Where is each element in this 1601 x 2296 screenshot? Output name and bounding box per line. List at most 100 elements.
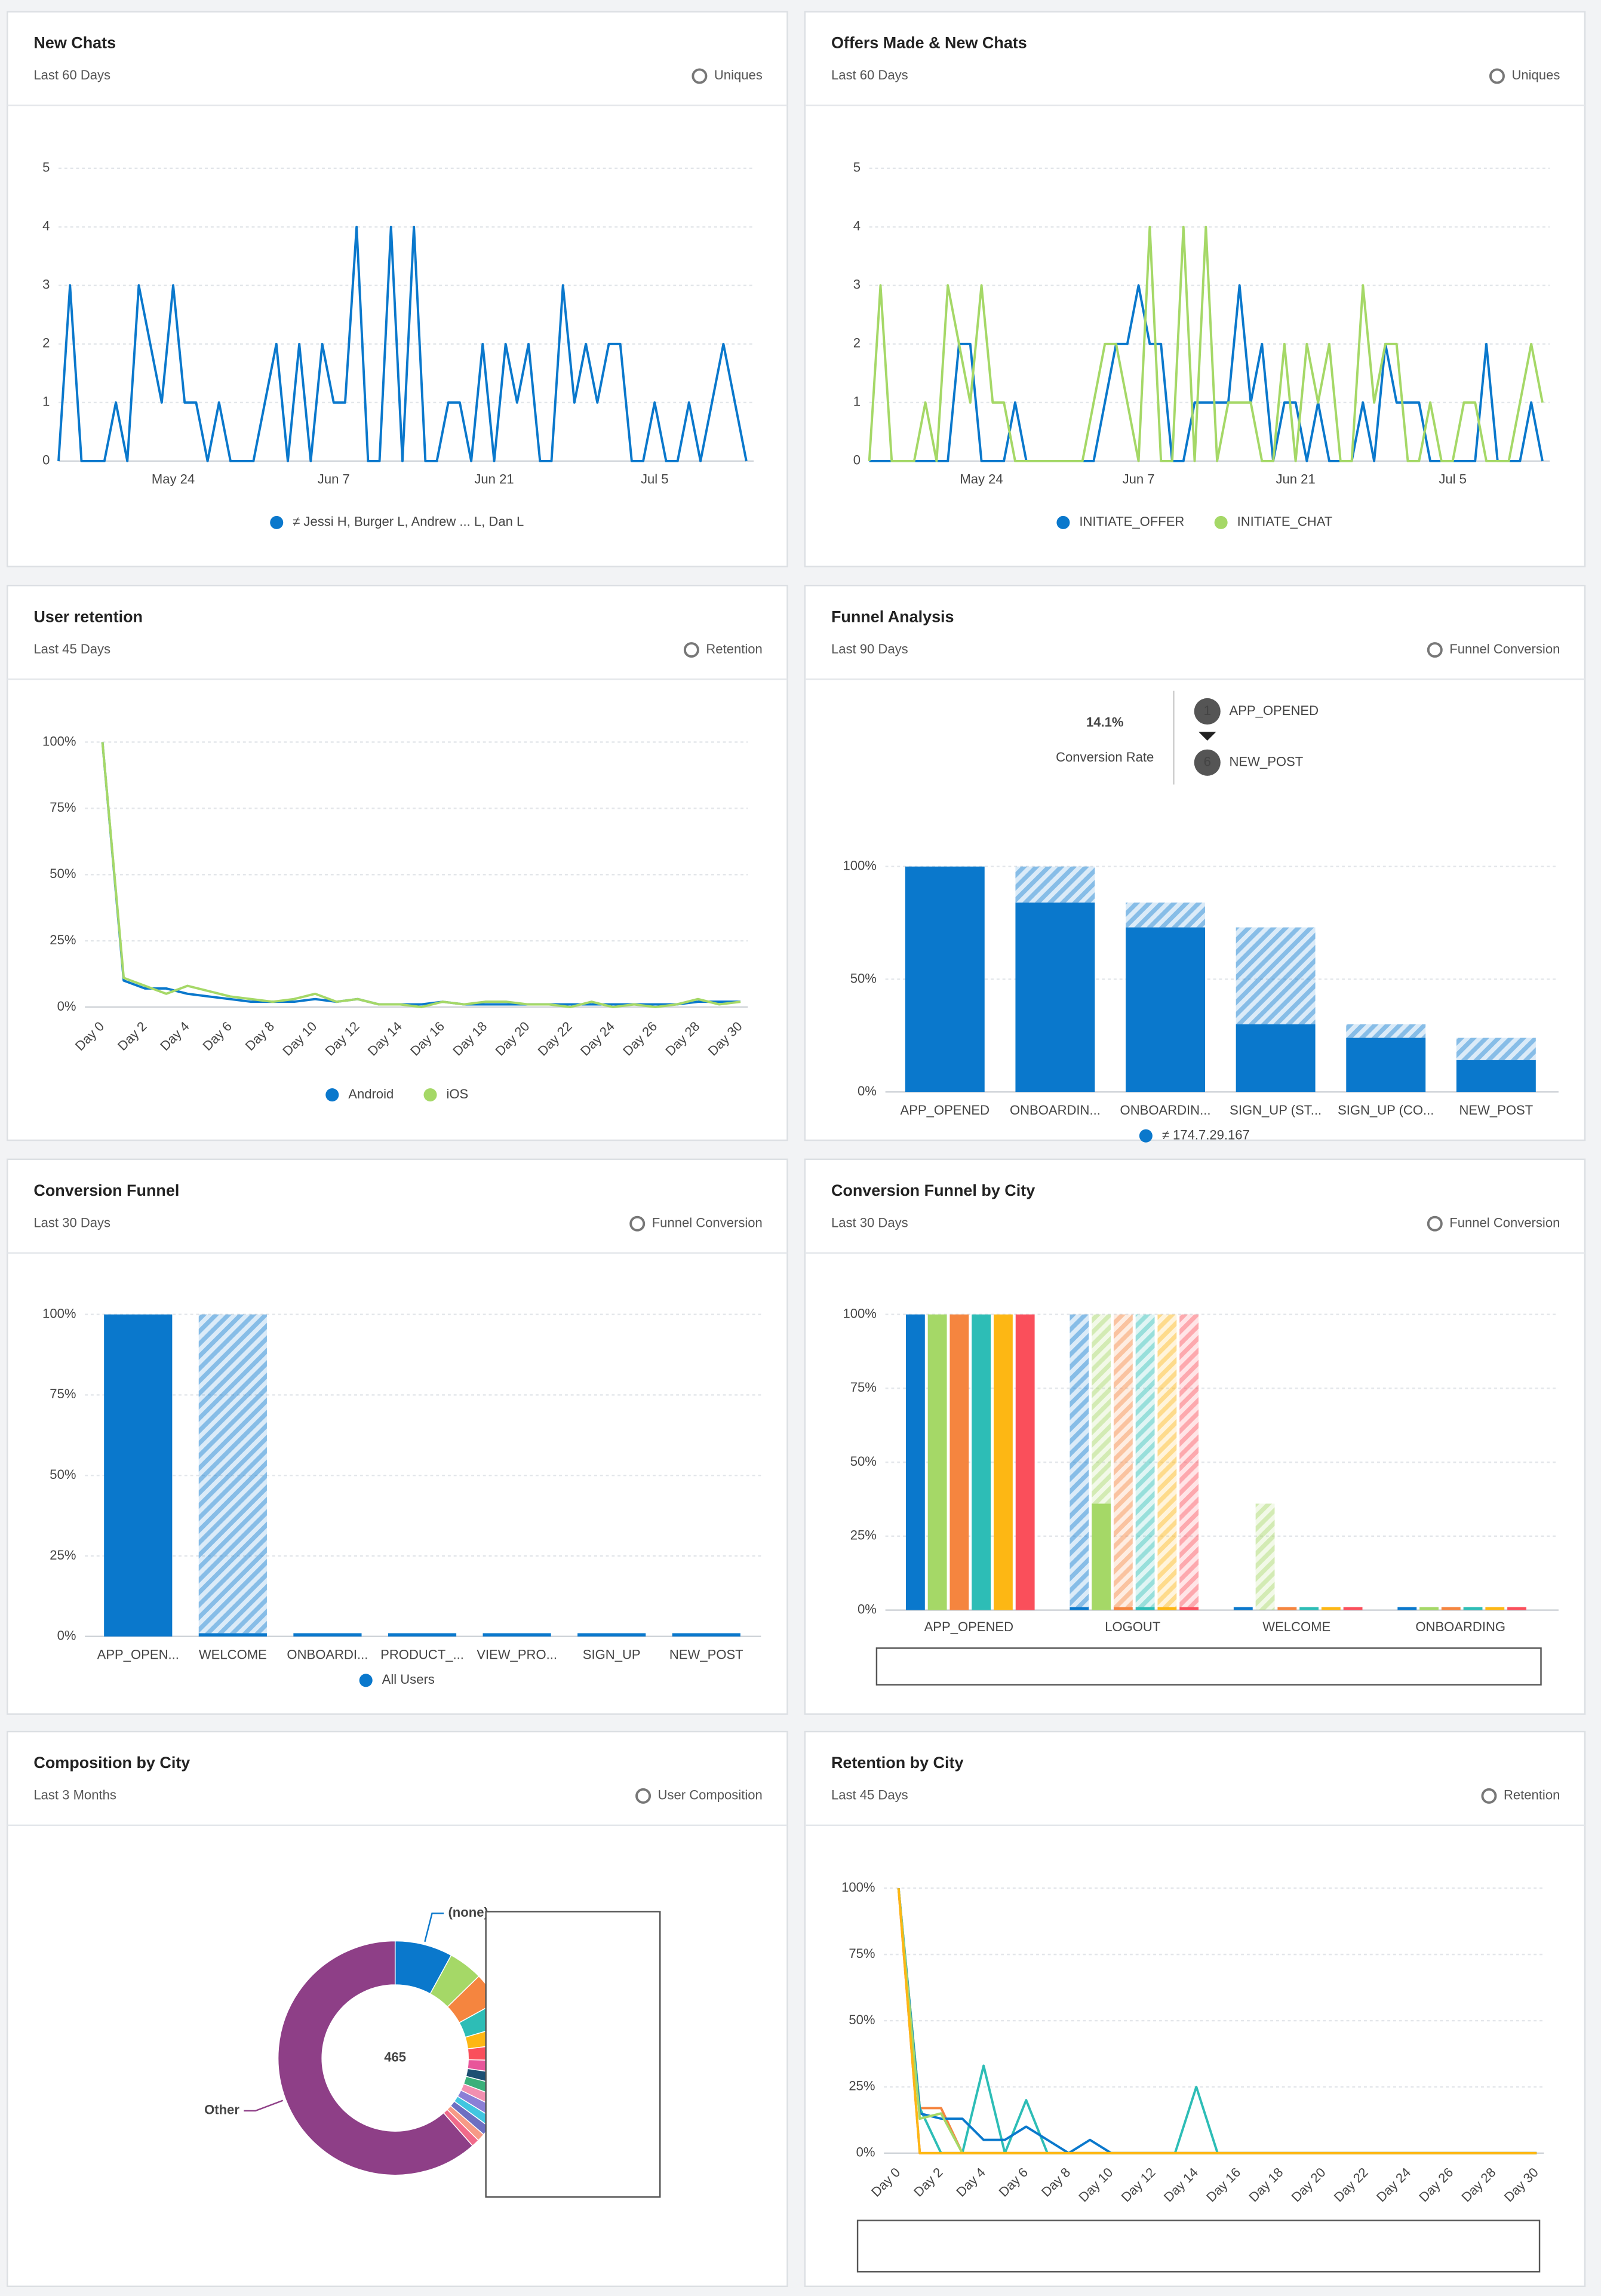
bar bbox=[1113, 1607, 1133, 1610]
bar bbox=[1179, 1607, 1199, 1610]
x-tick-label: Jun 21 bbox=[474, 472, 514, 487]
x-tick-label: Jun 21 bbox=[1276, 472, 1316, 487]
y-tick-label: 75% bbox=[50, 1386, 76, 1401]
bar bbox=[672, 1633, 740, 1637]
bar bbox=[1346, 1038, 1426, 1092]
legend-marker bbox=[325, 1088, 339, 1102]
series-line bbox=[868, 225, 1544, 462]
bar bbox=[1441, 1607, 1461, 1610]
y-tick-label: 25% bbox=[50, 932, 76, 947]
card-subtitle: Last 60 Days bbox=[831, 67, 908, 82]
step-number: 1 bbox=[1204, 703, 1211, 718]
bar bbox=[1157, 1607, 1177, 1610]
x-tick-label: SIGN_UP bbox=[583, 1647, 641, 1662]
card bbox=[7, 585, 788, 1141]
y-tick-label: 50% bbox=[849, 2012, 875, 2027]
y-tick-label: 25% bbox=[50, 1548, 76, 1563]
dropoff-bar bbox=[1236, 927, 1316, 1024]
x-tick-label: VIEW_PRO... bbox=[477, 1647, 557, 1662]
bar bbox=[1485, 1607, 1505, 1610]
badge-icon bbox=[635, 1788, 652, 1804]
bar bbox=[1277, 1607, 1297, 1610]
x-tick-label: WELCOME bbox=[1262, 1619, 1330, 1634]
series-line bbox=[57, 225, 748, 462]
y-tick-label: 3 bbox=[853, 277, 861, 292]
bar bbox=[483, 1633, 551, 1637]
y-tick-label: 5 bbox=[42, 160, 50, 175]
step-arrow bbox=[1199, 732, 1216, 741]
x-tick-label: ONBOARDI... bbox=[287, 1647, 368, 1662]
y-tick-label: 0% bbox=[858, 1601, 877, 1616]
legend-marker bbox=[1056, 515, 1070, 529]
leader-line bbox=[244, 2099, 284, 2112]
card-title: Offers Made & New Chats bbox=[831, 34, 1027, 52]
x-tick-label: Jun 7 bbox=[1123, 472, 1155, 487]
y-tick-label: 1 bbox=[42, 394, 50, 409]
card-title: Composition by City bbox=[33, 1754, 190, 1772]
bar bbox=[905, 1314, 925, 1610]
series-line bbox=[897, 1888, 1537, 2154]
legend-marker bbox=[270, 515, 284, 529]
donut-slice bbox=[277, 1940, 474, 2176]
bar bbox=[1321, 1607, 1341, 1610]
bar bbox=[577, 1633, 646, 1637]
x-tick-label: May 24 bbox=[152, 472, 195, 487]
y-tick-label: 0% bbox=[858, 1083, 877, 1098]
bar bbox=[1456, 1060, 1536, 1092]
bar bbox=[1233, 1607, 1253, 1610]
y-tick-label: 0 bbox=[853, 453, 861, 468]
dropoff-bar bbox=[198, 1314, 267, 1634]
y-tick-label: 0% bbox=[57, 1628, 76, 1643]
dropoff-bar bbox=[1179, 1314, 1199, 1607]
x-tick-label: Jul 5 bbox=[641, 472, 669, 487]
y-tick-label: 3 bbox=[42, 277, 50, 292]
bar bbox=[1299, 1607, 1319, 1610]
step-name: NEW_POST bbox=[1230, 754, 1304, 769]
x-tick-label: SIGN_UP (CO... bbox=[1338, 1103, 1434, 1118]
x-tick-label: ONBOARDIN... bbox=[1120, 1103, 1211, 1118]
x-tick-label: May 24 bbox=[960, 472, 1003, 487]
y-tick-label: 50% bbox=[50, 866, 76, 881]
legend-label: iOS bbox=[446, 1086, 468, 1101]
badge-icon bbox=[1427, 1215, 1443, 1232]
card-subtitle: Last 90 Days bbox=[831, 641, 908, 656]
step-name: APP_OPENED bbox=[1230, 703, 1319, 718]
bar bbox=[1463, 1607, 1483, 1610]
card-badge: Retention bbox=[1504, 1788, 1560, 1803]
legend-label: INITIATE_CHAT bbox=[1237, 514, 1333, 529]
dropoff-bar bbox=[1255, 1503, 1275, 1610]
dropoff-bar bbox=[1346, 1024, 1426, 1038]
dropoff-bar bbox=[1126, 903, 1205, 928]
bar bbox=[1507, 1607, 1526, 1610]
y-tick-label: 50% bbox=[50, 1467, 76, 1482]
dropoff-bar bbox=[1157, 1314, 1177, 1607]
bar bbox=[293, 1633, 362, 1637]
legend-label: INITIATE_OFFER bbox=[1079, 514, 1184, 529]
conversion-rate-label: Conversion Rate bbox=[1056, 750, 1154, 765]
x-tick-label: SIGN_UP (ST... bbox=[1230, 1103, 1322, 1118]
bar bbox=[949, 1314, 969, 1610]
bar bbox=[198, 1633, 267, 1637]
card bbox=[804, 1730, 1586, 2288]
card-title: User retention bbox=[33, 607, 143, 625]
card-badge: Uniques bbox=[1511, 67, 1560, 82]
bar bbox=[1343, 1607, 1363, 1610]
y-tick-label: 75% bbox=[849, 1946, 875, 1961]
badge-icon bbox=[1481, 1788, 1497, 1804]
card-subtitle: Last 30 Days bbox=[33, 1215, 110, 1230]
slice-label: (none) bbox=[448, 1905, 488, 1920]
y-tick-label: 4 bbox=[42, 219, 50, 234]
badge-icon bbox=[1427, 642, 1443, 658]
card-badge: Retention bbox=[706, 641, 762, 656]
legend: INITIATE_OFFER INITIATE_CHAT bbox=[1056, 514, 1332, 529]
y-tick-label: 100% bbox=[843, 1306, 877, 1321]
slice-label: Other bbox=[204, 2102, 239, 2117]
y-tick-label: 2 bbox=[853, 336, 861, 351]
dropoff-bar bbox=[1070, 1314, 1089, 1607]
legend-label: Android bbox=[348, 1086, 394, 1101]
dropoff-bar bbox=[1113, 1314, 1133, 1607]
x-tick-label: ONBOARDIN... bbox=[1010, 1103, 1101, 1118]
legend-label: All Users bbox=[382, 1672, 435, 1687]
card-title: Funnel Analysis bbox=[831, 607, 954, 625]
